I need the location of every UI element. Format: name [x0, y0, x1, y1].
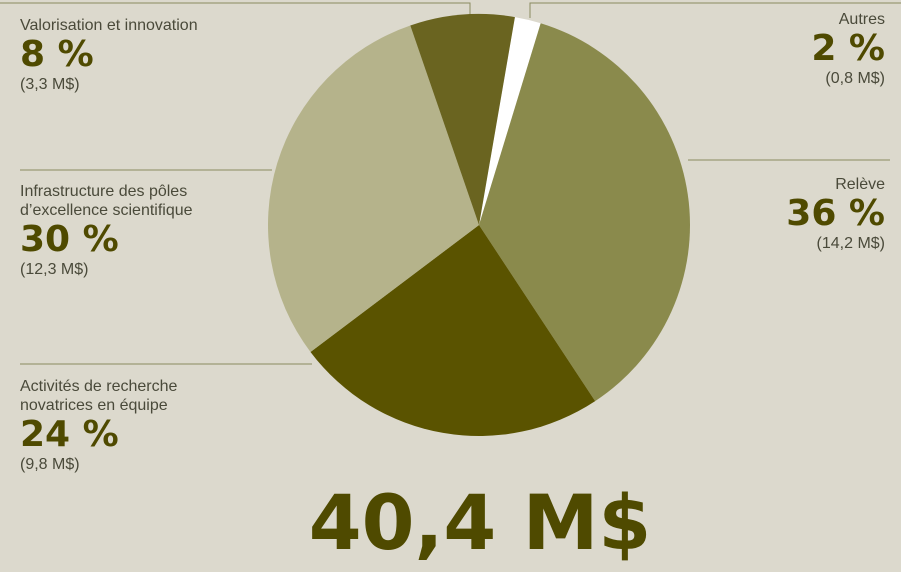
slice-label: Autres 2 % (0,8 M$)	[811, 10, 885, 89]
percent-label: 2 %	[811, 28, 885, 69]
pie-slice	[310, 225, 596, 437]
leader-lines	[0, 2, 901, 365]
amount-label: (3,3 M$)	[20, 76, 80, 93]
percent-label: 24 %	[20, 414, 119, 455]
slice-label: Infrastructure des pôles d’excellence sc…	[20, 182, 193, 280]
amount-label: (12,3 M$)	[20, 261, 89, 278]
amount-label: (9,8 M$)	[20, 456, 80, 473]
amount-label: (0,8 M$)	[825, 70, 885, 87]
slice-label: Valorisation et innovation 8 % (3,3 M$)	[20, 16, 198, 95]
percent-label: 8 %	[20, 34, 94, 75]
leader-line	[0, 2, 471, 15]
category-name: Valorisation et innovation	[20, 17, 198, 34]
category-name: Autres	[838, 11, 885, 28]
pie-slice	[410, 14, 515, 226]
leader-line	[529, 2, 901, 18]
total: 40,4 M$	[308, 478, 652, 567]
slice-label: Activités de recherche novatrices en équ…	[20, 377, 177, 475]
pie-slice	[479, 23, 691, 402]
pie-slice	[479, 17, 541, 225]
percent-label: 36 %	[786, 193, 885, 234]
slice-label: Relève 36 % (14,2 M$)	[786, 175, 885, 254]
category-name: Relève	[835, 176, 885, 193]
category-name: Infrastructure des pôles d’excellence sc…	[20, 183, 193, 219]
pie-slice	[268, 25, 479, 352]
category-name: Activités de recherche novatrices en équ…	[20, 378, 178, 414]
amount-label: (14,2 M$)	[816, 235, 885, 252]
percent-label: 30 %	[20, 219, 119, 260]
